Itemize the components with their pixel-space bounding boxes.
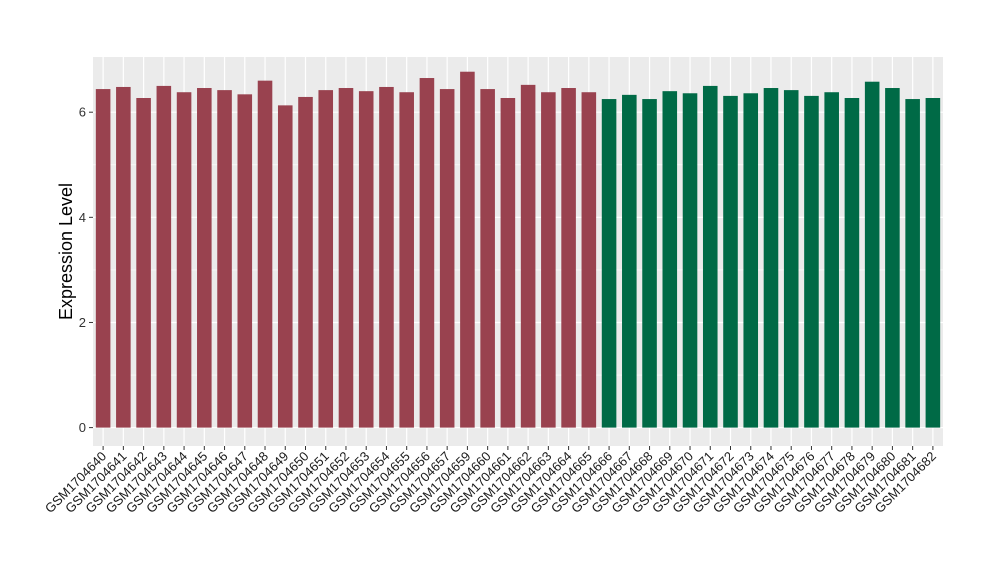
y-tick-label: 4: [79, 210, 86, 225]
plot-panel: [93, 57, 943, 446]
bar-GSM1704660: [480, 89, 495, 428]
bar-GSM1704657: [439, 89, 455, 428]
bar-GSM1704663: [541, 92, 556, 428]
bar-GSM1704674: [763, 88, 779, 428]
bar-GSM1704646: [217, 90, 232, 428]
bar-GSM1704645: [197, 88, 212, 428]
bar-GSM1704677: [824, 92, 839, 428]
x-axis: GSM1704640GSM1704641GSM1704642GSM1704643…: [42, 446, 939, 516]
bar-GSM1704679: [864, 81, 880, 428]
bars-group: [95, 71, 941, 428]
bar-GSM1704648: [257, 80, 273, 428]
bar-GSM1704680: [885, 88, 900, 428]
bar-GSM1704653: [358, 91, 374, 428]
bar-GSM1704642: [136, 98, 151, 428]
bar-GSM1704681: [905, 99, 920, 428]
bar-GSM1704651: [318, 90, 334, 428]
y-tick-label: 2: [79, 315, 86, 330]
bar-GSM1704669: [662, 91, 678, 428]
bar-GSM1704676: [804, 95, 819, 428]
bar-GSM1704662: [520, 84, 536, 428]
bar-GSM1704682: [925, 98, 941, 428]
bar-GSM1704678: [844, 98, 860, 428]
bar-GSM1704649: [277, 105, 293, 428]
bar-GSM1704650: [298, 96, 313, 428]
y-axis-title: Expression Level: [56, 183, 76, 320]
bar-GSM1704666: [601, 99, 617, 428]
bar-GSM1704667: [622, 94, 637, 428]
bar-GSM1704673: [743, 93, 759, 428]
bar-GSM1704641: [116, 86, 131, 428]
y-tick-label: 0: [79, 420, 86, 435]
bar-GSM1704668: [642, 99, 657, 428]
bar-GSM1704671: [702, 85, 718, 428]
bar-GSM1704670: [682, 93, 698, 428]
bar-GSM1704656: [419, 78, 435, 428]
y-tick-label: 6: [79, 105, 86, 120]
bar-GSM1704647: [237, 94, 253, 428]
bar-GSM1704655: [399, 92, 414, 428]
bar-GSM1704672: [723, 95, 738, 428]
bar-GSM1704659: [460, 71, 475, 428]
bar-GSM1704644: [176, 92, 192, 428]
bar-GSM1704654: [379, 86, 394, 428]
bar-GSM1704643: [156, 85, 172, 428]
bar-GSM1704640: [95, 89, 111, 428]
y-axis: 0 2 4 6: [79, 105, 93, 435]
bar-GSM1704675: [783, 90, 799, 428]
bar-GSM1704652: [338, 88, 354, 428]
bar-GSM1704665: [581, 92, 597, 428]
bar-GSM1704661: [500, 98, 516, 428]
bar-GSM1704664: [561, 88, 576, 428]
